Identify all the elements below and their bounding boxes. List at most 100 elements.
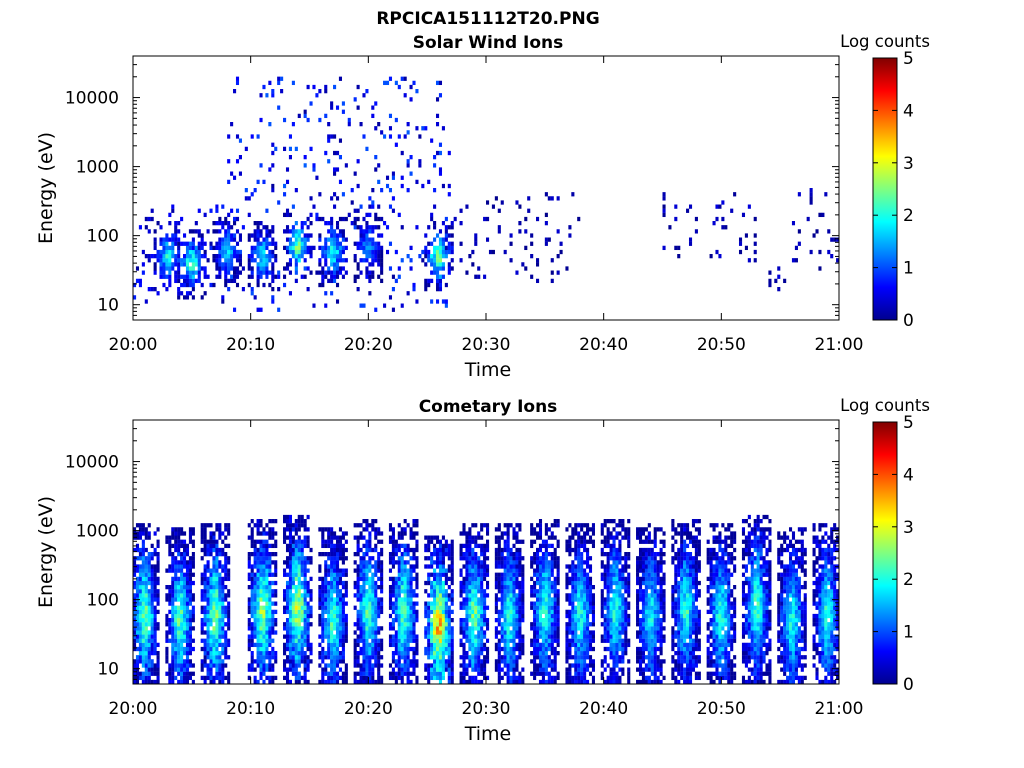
spectrogram-cell (530, 651, 534, 656)
spectrogram-cell (409, 663, 413, 668)
spectrogram-cell (541, 651, 545, 656)
spectrogram-cell (368, 679, 372, 685)
spectrogram-cell (165, 634, 169, 639)
spectrogram-cell (503, 543, 507, 549)
spectrogram-cell (744, 233, 748, 238)
spectrogram-cell (285, 605, 290, 610)
spectrogram-cell (303, 543, 307, 549)
spectrogram-cell (188, 249, 192, 255)
spectrogram-cell (518, 556, 522, 561)
spectrogram-cell (368, 634, 372, 639)
spectrogram-cell (518, 560, 522, 565)
spectrogram-cell (271, 254, 275, 259)
spectrogram-cell (809, 200, 813, 205)
spectrogram-cell (427, 564, 431, 569)
spectrogram-cell (409, 609, 413, 615)
spectrogram-cell (536, 278, 540, 284)
spectrogram-cell (165, 266, 169, 271)
spectrogram-cell (465, 564, 469, 569)
spectrogram-cell (330, 229, 334, 234)
spectrogram-cell (185, 245, 190, 251)
spectrogram-cell (230, 278, 234, 284)
spectrogram-cell (303, 221, 307, 226)
spectrogram-cell (530, 233, 534, 238)
spectrogram-cell (447, 605, 451, 610)
spectrogram-cell (171, 527, 175, 532)
spectrogram-cell (285, 543, 290, 549)
spectrogram-cell (400, 589, 404, 594)
spectrogram-cell (227, 523, 231, 528)
spectrogram-cell (174, 589, 178, 594)
spectrogram-cell (256, 572, 260, 577)
spectrogram-cell (188, 646, 192, 652)
spectrogram-cell (435, 287, 440, 292)
spectrogram-cell (324, 150, 328, 156)
spectrogram-cell (477, 580, 481, 586)
spectrogram-cell (391, 560, 395, 565)
spectrogram-cell (503, 642, 507, 648)
spectrogram-cell (212, 655, 216, 660)
spectrogram-cell (341, 233, 345, 238)
spectrogram-cell (424, 663, 428, 668)
spectrogram-cell (180, 576, 184, 582)
spectrogram-cell (212, 659, 216, 664)
spectrogram-cell (250, 258, 254, 263)
spectrogram-cell (512, 667, 516, 672)
spectrogram-cell (200, 618, 204, 623)
spectrogram-cell (509, 605, 513, 610)
spectrogram-cell (133, 547, 137, 553)
spectrogram-cell (797, 229, 801, 234)
spectrogram-cell (330, 618, 334, 623)
spectrogram-cell (300, 245, 304, 251)
spectrogram-cell (450, 241, 454, 246)
spectrogram-cell (371, 655, 375, 660)
spectrogram-cell (391, 626, 395, 631)
spectrogram-cell (509, 601, 513, 606)
spectrogram-cell (444, 245, 448, 251)
spectrogram-cell (433, 589, 437, 594)
spectrogram-cell (356, 626, 360, 631)
spectrogram-cell (509, 663, 513, 668)
spectrogram-cell (536, 262, 540, 267)
spectrogram-cell (150, 626, 154, 631)
spectrogram-cell (330, 675, 334, 681)
spectrogram-cell (344, 589, 348, 594)
spectrogram-cell (224, 523, 228, 528)
spectrogram-cell (547, 642, 551, 648)
spectrogram-cell (265, 605, 269, 610)
spectrogram-cell (224, 655, 228, 660)
spectrogram-cell (480, 552, 484, 557)
spectrogram-cell (147, 642, 151, 648)
spectrogram-cell (324, 237, 328, 242)
spectrogram-cell (430, 618, 434, 623)
spectrogram-cell (203, 572, 207, 577)
spectrogram-cell (288, 638, 292, 643)
spectrogram-cell (174, 278, 178, 284)
spectrogram-cell (209, 531, 213, 536)
spectrogram-cell (441, 299, 445, 304)
spectrogram-cell (335, 572, 340, 577)
spectrogram-cell (468, 630, 472, 635)
spectrogram-cell (268, 609, 272, 615)
spectrogram-cell (435, 254, 440, 259)
spectrogram-cell (450, 651, 454, 656)
spectrogram-cell (233, 175, 237, 180)
spectrogram-cell (403, 630, 407, 635)
spectrogram-cell (206, 663, 210, 668)
spectrogram-cell (441, 651, 445, 656)
spectrogram-cell (494, 560, 498, 565)
spectrogram-cell (206, 560, 210, 565)
colorbar-tick-label: 0 (903, 311, 914, 331)
spectrogram-cell (509, 589, 513, 594)
spectrogram-cell (330, 605, 334, 610)
spectrogram-cell (191, 539, 195, 544)
spectrogram-cell (247, 266, 251, 271)
spectrogram-cell (409, 258, 413, 263)
spectrogram-cell (253, 523, 257, 528)
spectrogram-cell (444, 613, 448, 619)
spectrogram-cell (321, 679, 325, 685)
spectrogram-cell (259, 618, 263, 623)
spectrogram-cell (191, 556, 195, 561)
spectrogram-cell (324, 84, 328, 90)
spectrogram-cell (215, 221, 219, 226)
